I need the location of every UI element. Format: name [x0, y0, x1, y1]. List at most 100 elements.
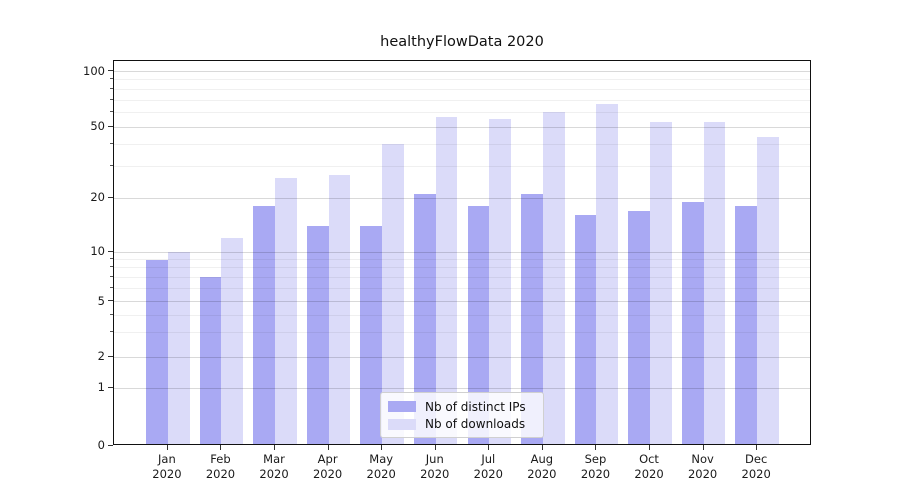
- legend-item-distinct-ips: Nb of distinct IPs: [388, 400, 535, 414]
- bar-distinct-ips-jun: [414, 194, 436, 444]
- bar-downloads-nov: [703, 122, 726, 444]
- x-axis-tick: [327, 445, 329, 450]
- x-axis-tick: [756, 445, 758, 450]
- bar-distinct-ips-mar: [253, 206, 276, 444]
- x-axis-tick-label: Jan 2020: [152, 452, 182, 481]
- bar-distinct-ips-nov: [681, 202, 704, 444]
- y-axis-minor-tick: [110, 142, 113, 144]
- legend-label-distinct-ips: Nb of distinct IPs: [425, 399, 526, 414]
- minor-gridline: [114, 259, 810, 261]
- x-axis-tick-label: Feb 2020: [205, 452, 236, 481]
- major-gridline: [114, 197, 810, 199]
- bar-distinct-ips-dec: [735, 206, 758, 444]
- y-axis-minor-tick: [110, 87, 113, 89]
- y-axis-tick: [108, 386, 113, 388]
- x-axis-tick-label: Oct 2020: [634, 452, 664, 481]
- y-axis-tick-label: 0: [97, 438, 105, 452]
- y-axis-tick: [108, 250, 113, 252]
- x-axis-tick-label: Sep 2020: [580, 452, 611, 481]
- y-axis-tick: [108, 196, 113, 198]
- bar-distinct-ips-sep: [574, 215, 597, 444]
- major-gridline: [114, 71, 810, 72]
- x-axis-tick: [274, 445, 276, 450]
- minor-gridline: [114, 99, 810, 101]
- x-axis-tick-label: Jul 2020: [473, 452, 503, 481]
- minor-gridline: [114, 267, 810, 269]
- minor-gridline: [114, 166, 810, 168]
- y-axis-minor-tick: [110, 286, 113, 288]
- major-gridline: [114, 356, 810, 358]
- minor-gridline: [114, 331, 810, 333]
- bar-downloads-dec: [757, 136, 779, 444]
- x-axis-tick: [488, 445, 490, 450]
- bar-downloads-jan: [167, 252, 190, 444]
- bar-downloads-mar: [275, 177, 297, 444]
- legend-swatch-downloads: [388, 418, 416, 430]
- y-axis-minor-tick: [110, 78, 113, 80]
- bar-distinct-ips-may: [360, 225, 383, 444]
- y-axis-minor-tick: [110, 275, 113, 277]
- bar-downloads-aug: [542, 112, 565, 444]
- y-axis-tick-label: 100: [83, 63, 105, 78]
- major-gridline: [114, 126, 810, 128]
- legend-item-downloads: Nb of downloads: [388, 417, 535, 431]
- bar-downloads-may: [382, 144, 404, 444]
- y-axis-minor-tick: [110, 110, 113, 112]
- y-axis-tick-label: 20: [90, 190, 105, 204]
- y-axis-minor-tick: [110, 313, 113, 315]
- x-axis-tick: [220, 445, 222, 450]
- bar-distinct-ips-jul: [467, 206, 490, 444]
- x-axis-tick-label: Nov 2020: [687, 452, 718, 481]
- major-gridline: [114, 387, 810, 389]
- legend-label-downloads: Nb of downloads: [425, 417, 526, 432]
- y-axis-tick: [108, 70, 113, 71]
- x-axis-tick-label: Mar 2020: [259, 452, 289, 481]
- y-axis-minor-tick: [110, 266, 113, 268]
- minor-gridline: [114, 143, 810, 145]
- y-axis-tick: [108, 444, 113, 446]
- legend-swatch-distinct-ips: [388, 401, 416, 413]
- x-axis-tick: [702, 445, 704, 450]
- y-axis-minor-tick: [110, 258, 113, 260]
- bar-distinct-ips-feb: [199, 277, 222, 444]
- minor-gridline: [114, 88, 810, 90]
- y-axis-minor-tick: [110, 98, 113, 100]
- minor-gridline: [114, 111, 810, 113]
- y-axis-tick-label: 5: [97, 293, 105, 308]
- y-axis-tick: [108, 125, 113, 127]
- y-axis-tick-label: 10: [90, 244, 105, 258]
- bar-distinct-ips-aug: [521, 194, 543, 444]
- x-axis-tick-label: Dec 2020: [741, 452, 771, 481]
- y-axis-tick-label: 1: [97, 380, 105, 394]
- x-axis-tick: [381, 445, 383, 450]
- x-axis-tick-label: May 2020: [366, 452, 396, 481]
- y-axis-tick: [108, 300, 113, 301]
- bar-downloads-jul: [489, 119, 511, 444]
- bar-distinct-ips-oct: [628, 210, 651, 444]
- minor-gridline: [114, 287, 810, 289]
- minor-gridline: [114, 79, 810, 81]
- y-axis-tick: [108, 355, 113, 357]
- bar-downloads-sep: [596, 103, 619, 444]
- y-axis-minor-tick: [110, 330, 113, 332]
- minor-gridline: [114, 314, 810, 316]
- y-axis-tick-label: 2: [97, 349, 105, 363]
- x-axis-tick: [595, 445, 597, 450]
- chart-title: healthyFlowData 2020: [380, 34, 544, 50]
- y-axis-minor-tick: [110, 165, 113, 167]
- x-axis-tick-label: Aug 2020: [527, 452, 557, 481]
- legend: Nb of distinct IPs Nb of downloads: [380, 392, 544, 438]
- x-axis-tick: [649, 445, 651, 450]
- plot-area: Nb of distinct IPs Nb of downloads: [113, 60, 811, 445]
- x-axis-tick: [166, 445, 168, 450]
- bar-downloads-oct: [650, 122, 672, 444]
- x-axis-tick-label: Jun 2020: [420, 452, 450, 481]
- bar-downloads-feb: [221, 237, 244, 444]
- x-axis-tick-label: Apr 2020: [312, 452, 343, 481]
- bar-downloads-apr: [328, 174, 351, 444]
- y-axis-tick-label: 50: [90, 119, 105, 133]
- minor-gridline: [114, 276, 810, 278]
- x-axis-tick: [541, 445, 543, 450]
- major-gridline: [114, 301, 810, 302]
